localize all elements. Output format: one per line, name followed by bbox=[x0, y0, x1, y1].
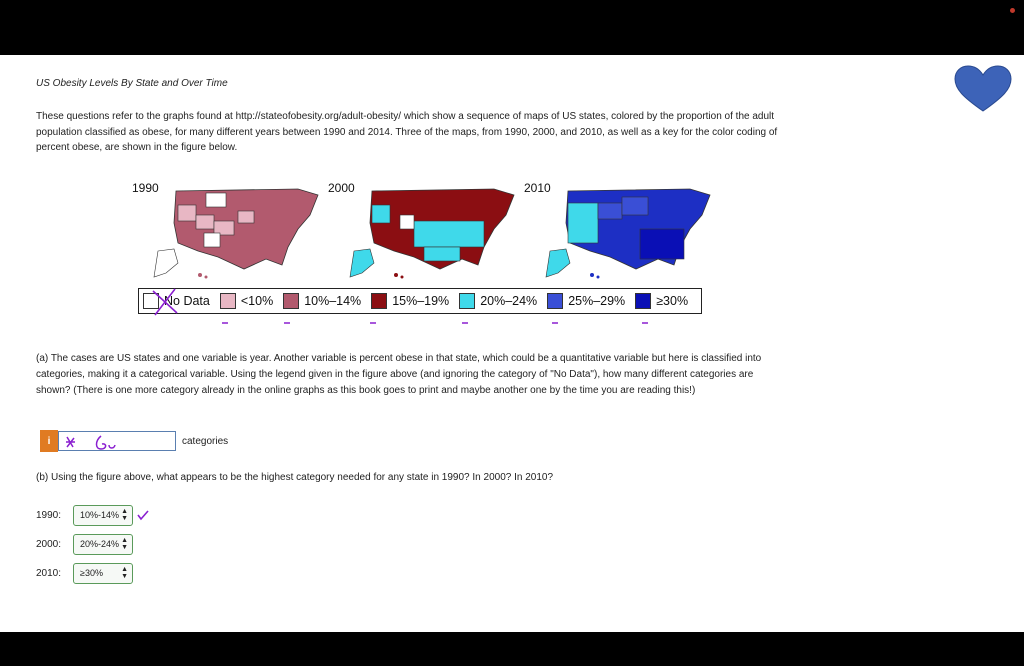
cross-annotation-icon bbox=[152, 288, 178, 316]
legend-label: <10% bbox=[240, 294, 274, 308]
obesity-maps-figure: 1990 2000 2010 bbox=[128, 177, 718, 324]
answer-2000-select[interactable]: 20%-24% ▲ ▼ bbox=[73, 533, 133, 555]
answer-1990-select[interactable]: 10%-14% ▲ ▼ bbox=[73, 504, 133, 526]
answer-2000-row: 2000: 20%-24% ▲ ▼ bbox=[36, 533, 133, 555]
legend-10-14: 10%–14% bbox=[283, 293, 361, 309]
select-value: 10%-14% bbox=[80, 510, 120, 520]
answer-2010-select[interactable]: ≥30% ▲ ▼ bbox=[73, 562, 133, 584]
answer-a-row: i categories bbox=[40, 430, 228, 452]
answer-2010-row: 2010: ≥30% ▲ ▼ bbox=[36, 562, 133, 584]
tally-annotation-marks bbox=[222, 322, 648, 324]
legend-25-29: 25%–29% bbox=[547, 293, 625, 309]
answer-year-label: 2000: bbox=[36, 538, 62, 550]
color-legend: No Data <10% 10%–14% 15%–19% 20%–24% bbox=[138, 288, 702, 316]
recording-dot bbox=[1010, 8, 1015, 13]
answer-year-label: 1990: bbox=[36, 509, 62, 521]
legend-no-data: No Data bbox=[143, 288, 210, 316]
question-b-text: (b) Using the figure above, what appears… bbox=[36, 472, 554, 483]
select-caret-icon: ▲ ▼ bbox=[121, 537, 128, 551]
select-caret-icon: ▲ ▼ bbox=[121, 508, 128, 522]
page-title: US Obesity Levels By State and Over Time bbox=[36, 78, 228, 89]
select-value: 20%-24% bbox=[80, 539, 120, 549]
legend-swatch bbox=[283, 293, 300, 309]
legend-label: 15%–19% bbox=[392, 294, 450, 308]
question-a-text: (a) The cases are US states and one vari… bbox=[36, 353, 762, 396]
us-map-2010 bbox=[545, 188, 711, 279]
handwriting-annotation-icon bbox=[66, 435, 116, 450]
legend-20-24: 20%–24% bbox=[459, 293, 537, 309]
legend-swatch bbox=[143, 293, 159, 309]
checkmark-annotation-icon bbox=[137, 510, 149, 521]
legend-swatch bbox=[547, 293, 564, 309]
legend-ge30: ≥30% bbox=[635, 293, 688, 309]
answer-1990-row: 1990: 10%-14% ▲ ▼ bbox=[36, 504, 150, 526]
select-caret-icon: ▲ ▼ bbox=[121, 566, 128, 580]
us-map-2000 bbox=[349, 188, 515, 279]
legend-label: 20%–24% bbox=[480, 294, 538, 308]
legend-label: 10%–14% bbox=[304, 294, 362, 308]
question-page: US Obesity Levels By State and Over Time… bbox=[0, 55, 1024, 632]
select-value: ≥30% bbox=[80, 568, 103, 578]
legend-swatch bbox=[459, 293, 476, 309]
legend-swatch bbox=[635, 293, 652, 309]
legend-swatch bbox=[371, 293, 388, 309]
legend-lt10: <10% bbox=[219, 293, 274, 309]
legend-15-19: 15%–19% bbox=[371, 293, 449, 309]
answer-year-label: 2010: bbox=[36, 567, 62, 579]
legend-swatch bbox=[219, 293, 236, 309]
us-map-1990 bbox=[153, 188, 319, 279]
intro-text: These questions refer to the graphs foun… bbox=[36, 111, 778, 153]
legend-label: No Data bbox=[164, 294, 210, 308]
categories-label: categories bbox=[182, 435, 229, 447]
map-year-2010: 2010 bbox=[524, 181, 551, 195]
info-icon[interactable]: i bbox=[40, 430, 58, 452]
heart-icon[interactable] bbox=[953, 65, 1013, 113]
map-year-2000: 2000 bbox=[328, 181, 355, 195]
legend-label: 25%–29% bbox=[568, 294, 626, 308]
categories-answer-input[interactable] bbox=[58, 431, 176, 451]
legend-label: ≥30% bbox=[656, 294, 689, 308]
map-year-1990: 1990 bbox=[132, 181, 159, 195]
